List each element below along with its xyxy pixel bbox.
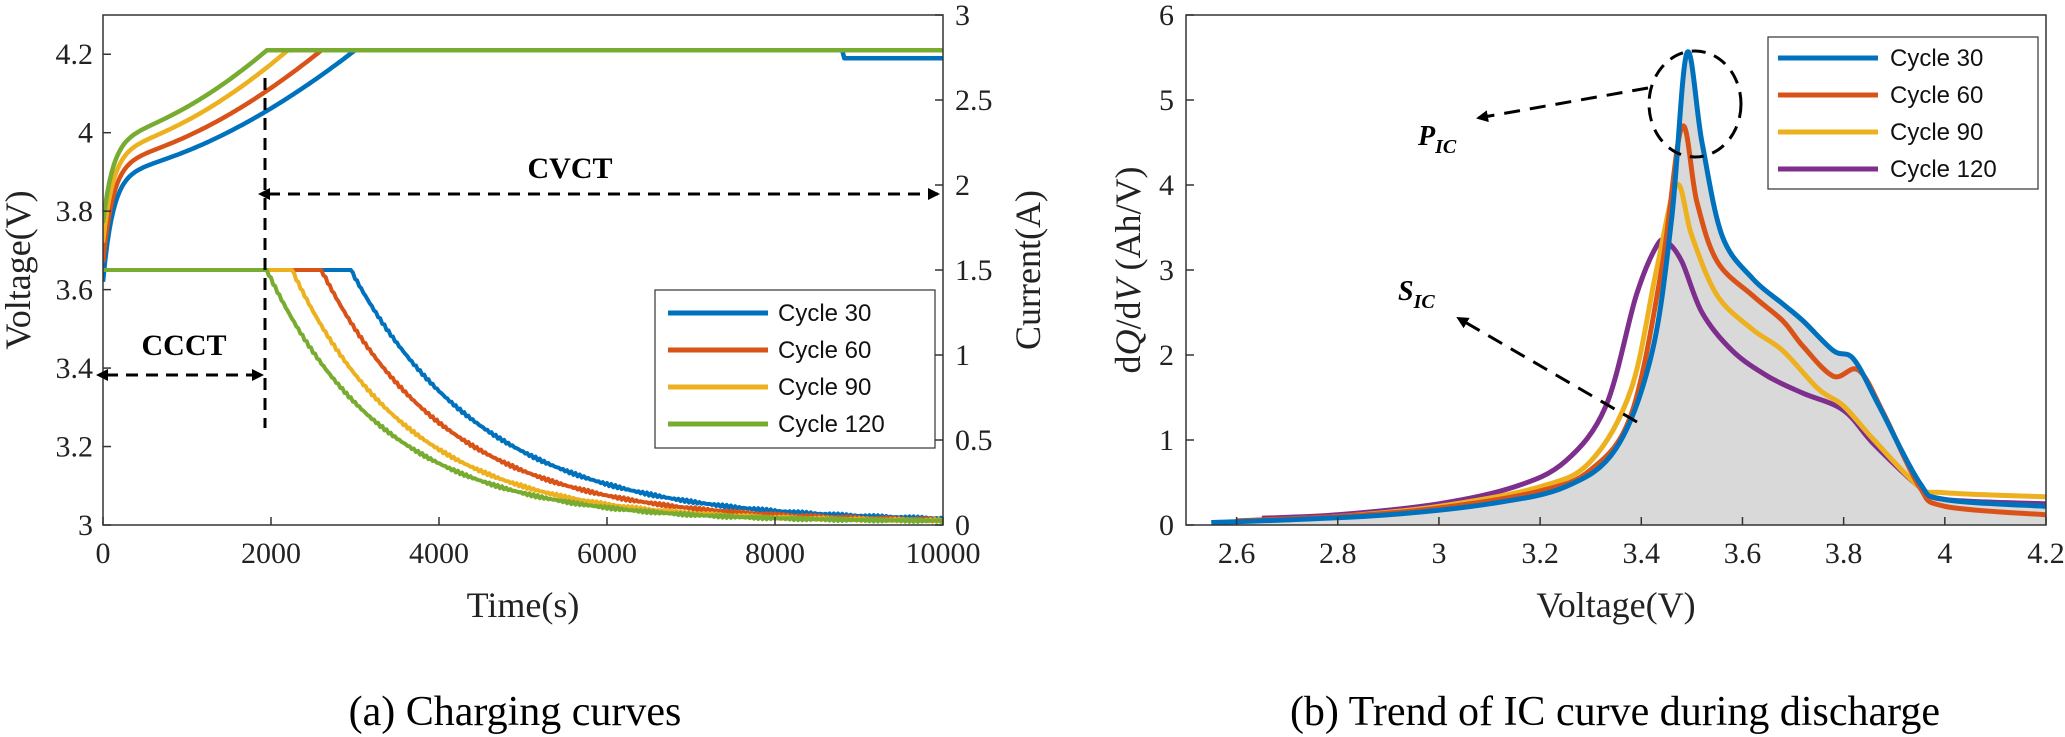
y2-tick-label: 0	[955, 509, 970, 542]
y-tick-label: 3	[78, 509, 93, 542]
pic-arrow	[1476, 86, 1649, 123]
y2-ticks-a: 0 0.5 1 1.5 2 2.5 3	[935, 0, 993, 542]
legend-label-b: Cycle 120	[1890, 156, 1997, 183]
charging-series-group	[103, 48, 943, 524]
x-tick-label: 4	[1937, 537, 1952, 570]
x-tick-label: 8000	[745, 537, 805, 570]
x-tick-label: 4.2	[2027, 537, 2065, 570]
y-axis-title-b: dQ/dV (Ah/V)	[1108, 167, 1148, 374]
y-tick-label: 4	[78, 117, 93, 150]
pic-label: PIC	[1417, 121, 1457, 158]
legend-label-a: Cycle 60	[778, 337, 871, 364]
x-tick-label: 2.6	[1218, 537, 1256, 570]
y2-tick-label: 2.5	[955, 84, 993, 117]
x-tick-label: 6000	[577, 537, 637, 570]
caption-b: (b) Trend of IC curve during discharge	[1290, 689, 1940, 735]
current-line-cycle-120	[103, 268, 943, 524]
ic-series-group	[1211, 49, 2046, 525]
legend-box-b	[1767, 36, 2039, 190]
y-tick-label: 3.8	[56, 195, 94, 228]
x-tick-label: 3.2	[1521, 537, 1559, 570]
y-tick-label: 6	[1159, 0, 1174, 32]
ic-line-cycle-30	[1211, 49, 2046, 525]
y-tick-label: 1	[1159, 424, 1174, 457]
x-tick-label: 3	[1431, 537, 1446, 570]
y2-tick-label: 1	[955, 339, 970, 372]
y2-axis-title-a: Current(A)	[1008, 190, 1048, 350]
y2-tick-label: 2	[955, 169, 970, 202]
legend-b: Cycle 30 Cycle 60 Cycle 90 Cycle 120	[1767, 36, 2039, 190]
sic-label: SIC	[1398, 276, 1435, 313]
y-tick-label: 2	[1159, 339, 1174, 372]
y-tick-label: 3.6	[56, 274, 94, 307]
x-ticks-b: 2.6 2.8 3 3.2 3.4 3.6 3.8 4 4.2	[1218, 517, 2065, 570]
legend-label-a: Cycle 30	[778, 300, 871, 327]
x-axis-title-a: Time(s)	[467, 585, 580, 625]
legend-box-a	[654, 289, 936, 449]
x-axis-title-b: Voltage(V)	[1536, 585, 1695, 625]
legend-a: Cycle 30 Cycle 60 Cycle 90 Cycle 120	[654, 289, 936, 449]
peak-circle	[1647, 49, 1743, 159]
legend-label-a: Cycle 120	[778, 411, 885, 438]
y-ticks-a: 3 3.2 3.4 3.6 3.8 4 4.2	[56, 38, 111, 542]
x-tick-label: 3.4	[1623, 537, 1661, 570]
voltage-line-cycle-120	[103, 48, 943, 224]
ic-line-cycle-90	[1246, 182, 2046, 524]
x-tick-label: 10000	[906, 537, 981, 570]
ic-curve-chart: 2.6 2.8 3 3.2 3.4 3.6 3.8 4 4.2 0 1 2 3 4 5 6 Voltage(…	[1108, 0, 2065, 625]
y-tick-label: 4	[1159, 169, 1174, 202]
x-tick-label: 0	[96, 537, 111, 570]
ccct-label: CCCT	[141, 329, 226, 362]
y-tick-label: 5	[1159, 84, 1174, 117]
y-tick-label: 4.2	[56, 38, 94, 71]
legend-label-b: Cycle 60	[1890, 82, 1983, 109]
y2-tick-label: 1.5	[955, 254, 993, 287]
legend-label-b: Cycle 90	[1890, 119, 1983, 146]
x-tick-label: 4000	[409, 537, 469, 570]
y-axis-title-a: Voltage(V)	[0, 190, 38, 349]
x-ticks-a: 0 2000 4000 6000 8000 10000	[96, 517, 981, 570]
y-tick-label: 0	[1159, 509, 1174, 542]
voltage-line-cycle-30	[103, 48, 943, 283]
legend-label-a: Cycle 90	[778, 374, 871, 401]
caption-a: (a) Charging curves	[349, 689, 682, 735]
x-tick-label: 2000	[241, 537, 301, 570]
y-tick-label: 3.4	[56, 352, 94, 385]
cvct-label: CVCT	[527, 152, 612, 185]
y2-tick-label: 3	[955, 0, 970, 32]
x-tick-label: 2.8	[1319, 537, 1357, 570]
legend-label-b: Cycle 30	[1890, 45, 1983, 72]
y-ticks-b: 0 1 2 3 4 5 6	[1159, 0, 1194, 542]
charging-curves-chart: 0 2000 4000 6000 8000 10000 3 3.2 3.4 3.6 3.8 4 4.2…	[0, 0, 1048, 625]
ic-line-cycle-120	[1261, 237, 2046, 521]
y-tick-label: 3	[1159, 254, 1174, 287]
y-tick-label: 3.2	[56, 431, 94, 464]
x-tick-label: 3.8	[1825, 537, 1863, 570]
y2-tick-label: 0.5	[955, 424, 993, 457]
x-tick-label: 3.6	[1724, 537, 1762, 570]
sic-arrow	[1456, 316, 1638, 424]
